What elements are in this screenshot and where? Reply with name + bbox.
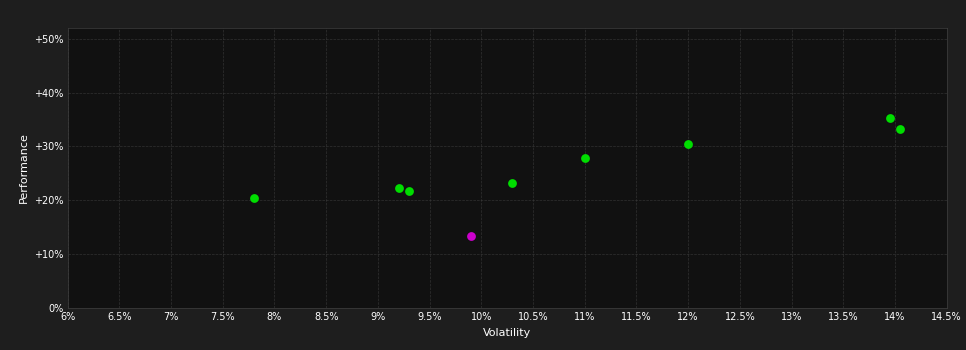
Point [882, 116, 897, 121]
Y-axis label: Performance: Performance [18, 133, 28, 203]
X-axis label: Volatility: Volatility [483, 328, 531, 338]
Point [893, 126, 908, 132]
Point [401, 188, 416, 194]
Point [246, 195, 262, 201]
Point [464, 233, 479, 239]
Point [577, 155, 592, 161]
Point [391, 186, 407, 191]
Point [504, 180, 520, 186]
Point [680, 141, 696, 147]
